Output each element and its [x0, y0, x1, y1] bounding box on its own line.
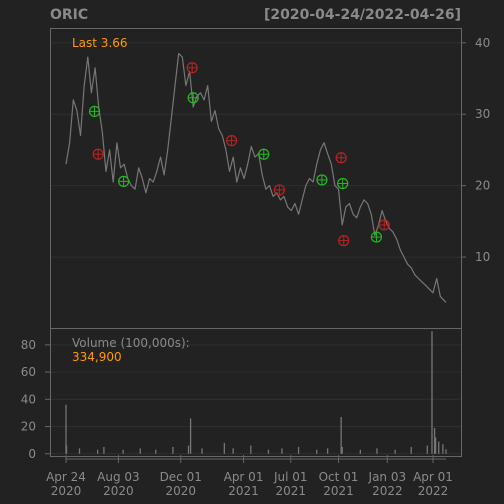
signal-markers — [88, 62, 390, 247]
sell-signal-marker — [92, 148, 104, 160]
x-tick-year: 2021 — [323, 484, 354, 498]
sell-signal-marker — [335, 152, 347, 164]
buy-signal-marker — [258, 148, 270, 160]
x-tick-label: Dec 01 — [160, 470, 202, 484]
x-tick-label: Oct 01 — [319, 470, 359, 484]
x-tick-label: Jan 03 — [368, 470, 407, 484]
volume-tick-label: 40 — [21, 392, 36, 406]
x-tick-label: Aug 03 — [97, 470, 140, 484]
buy-signal-marker — [88, 105, 101, 117]
volume-tick-label: 0 — [28, 447, 36, 461]
x-tick-year: 2020 — [103, 484, 134, 498]
chart-title: ORIC — [50, 7, 88, 23]
price-panel — [50, 28, 462, 329]
buy-signal-marker — [187, 92, 199, 104]
x-tick-label: Apr 01 — [224, 470, 264, 484]
volume-tick-label: 60 — [21, 365, 36, 379]
price-tick-label: 40 — [475, 36, 490, 50]
volume-bars — [65, 331, 447, 454]
price-tick-label: 30 — [475, 107, 490, 121]
x-tick-label: Jul 01 — [273, 470, 308, 484]
price-tick-label: 20 — [475, 179, 490, 193]
x-tick-year: 2022 — [372, 484, 403, 498]
buy-signal-marker — [370, 231, 383, 243]
buy-signal-marker — [118, 175, 130, 187]
volume-panel — [50, 328, 462, 457]
date-range: [2020-04-24/2022-04-26] — [264, 7, 461, 23]
x-tick-year: 2022 — [418, 484, 449, 498]
sell-signal-marker — [226, 135, 238, 147]
buy-signal-marker — [316, 174, 328, 186]
price-grid: 10 20 30 40 — [51, 36, 490, 264]
sell-signal-marker — [338, 235, 350, 247]
buy-signal-marker — [337, 177, 349, 190]
sell-signal-marker — [186, 62, 198, 74]
x-tick-label: Apr 24 — [46, 470, 86, 484]
x-tick-year: 2021 — [228, 484, 259, 498]
x-tick-year: 2020 — [165, 484, 196, 498]
volume-grid: 0 20 40 60 80 — [21, 338, 461, 461]
volume-label: Volume (100,000s): — [72, 336, 190, 350]
price-tick-label: 10 — [475, 250, 490, 264]
volume-value: 334,900 — [72, 350, 122, 364]
x-tick-year: 2020 — [51, 484, 82, 498]
volume-tick-label: 20 — [21, 420, 36, 434]
x-tick-label: Apr 01 — [413, 470, 453, 484]
volume-tick-label: 80 — [21, 338, 36, 352]
last-price-label: Last 3.66 — [72, 36, 128, 50]
sell-signal-marker — [273, 184, 285, 196]
x-tick-year: 2021 — [276, 484, 307, 498]
sell-signal-marker — [378, 219, 390, 231]
